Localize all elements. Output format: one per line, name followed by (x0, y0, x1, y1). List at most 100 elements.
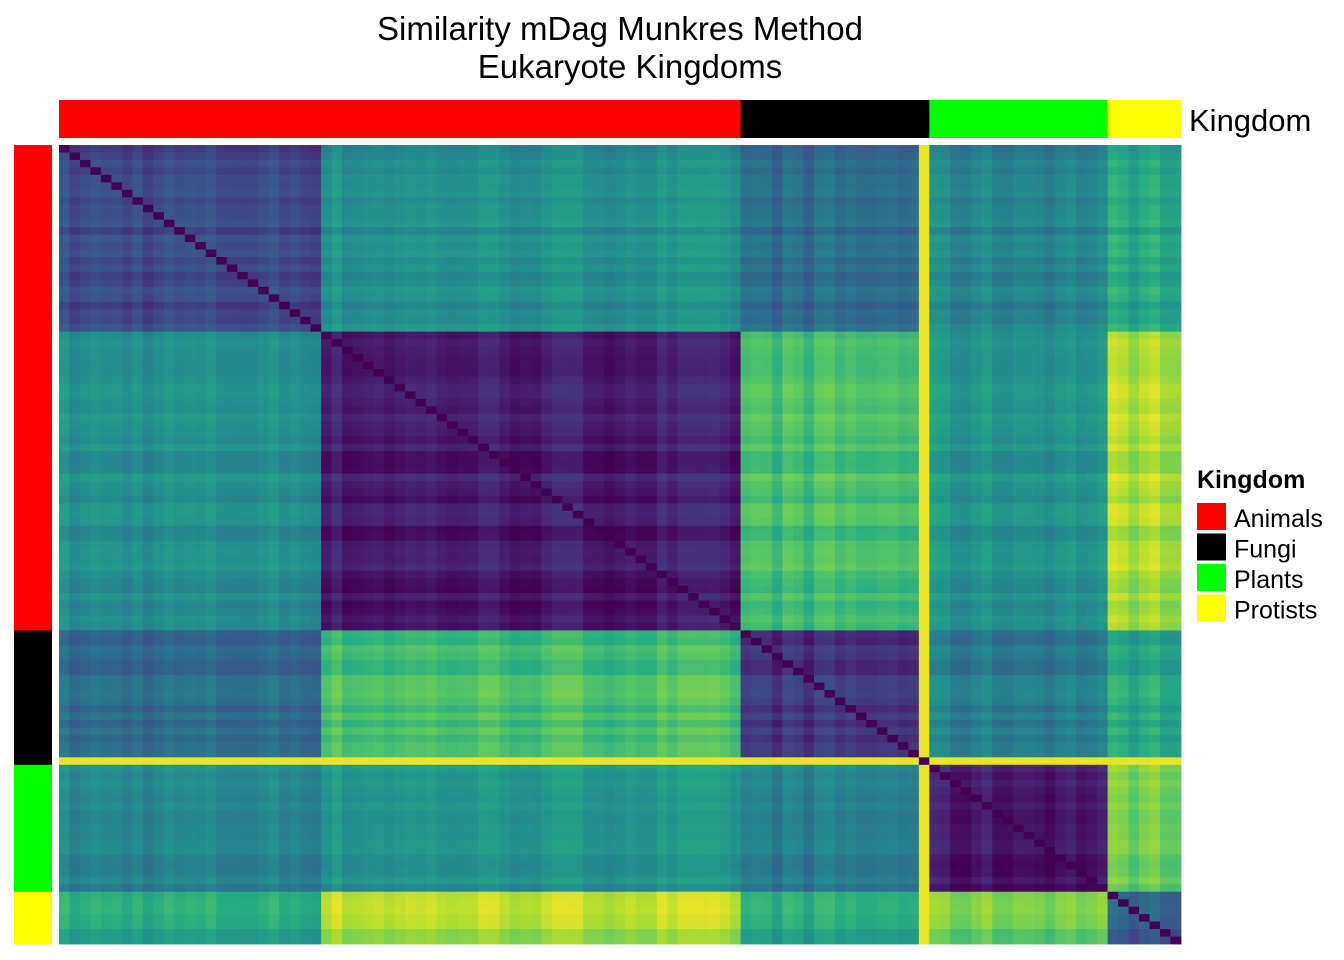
heatmap-cell (709, 362, 720, 370)
heatmap-cell (531, 272, 542, 280)
heatmap-cell (762, 175, 773, 183)
heatmap-cell (101, 399, 112, 407)
heatmap-cell (772, 197, 783, 205)
heatmap-cell (950, 279, 961, 287)
heatmap-cell (615, 399, 626, 407)
heatmap-cell (90, 309, 101, 317)
heatmap-cell (1045, 235, 1056, 243)
heatmap-cell (174, 167, 185, 175)
heatmap-cell (887, 384, 898, 392)
heatmap-cell (887, 399, 898, 407)
heatmap-cell (1150, 466, 1161, 474)
heatmap-cell (405, 205, 416, 213)
heatmap-cell (667, 339, 678, 347)
heatmap-cell (657, 369, 668, 377)
heatmap-cell (80, 317, 91, 325)
heatmap-cell (604, 339, 615, 347)
heatmap-cell (1045, 302, 1056, 310)
heatmap-cell (1150, 294, 1161, 302)
heatmap-cell (688, 302, 699, 310)
heatmap-cell (657, 235, 668, 243)
heatmap-cell (783, 235, 794, 243)
heatmap-cell (269, 197, 280, 205)
heatmap-cell (646, 406, 657, 414)
heatmap-cell (1129, 466, 1140, 474)
heatmap-cell (279, 272, 290, 280)
heatmap-cell (321, 489, 332, 497)
heatmap-cell (132, 444, 143, 452)
heatmap-cell (982, 429, 993, 437)
heatmap-cell (929, 190, 940, 198)
left-kingdom-annotation-bar (14, 145, 52, 945)
heatmap-cell (499, 399, 510, 407)
heatmap-cell (845, 182, 856, 190)
heatmap-cell (1108, 406, 1119, 414)
heatmap-cell (625, 459, 636, 467)
heatmap-cell (950, 220, 961, 228)
heatmap-cell (1066, 175, 1077, 183)
heatmap-cell (457, 376, 468, 384)
heatmap-cell (971, 429, 982, 437)
heatmap-cell (845, 324, 856, 332)
heatmap-cell (258, 474, 269, 482)
heatmap-cell (363, 220, 374, 228)
heatmap-cell (1024, 175, 1035, 183)
heatmap-cell (1087, 175, 1098, 183)
heatmap-cell (279, 384, 290, 392)
heatmap-cell (845, 459, 856, 467)
heatmap-cell (499, 197, 510, 205)
heatmap-cell (688, 384, 699, 392)
heatmap-cell (992, 376, 1003, 384)
heatmap-cell (499, 414, 510, 422)
heatmap-cell (101, 287, 112, 295)
heatmap-cell (332, 429, 343, 437)
heatmap-cell (227, 152, 238, 160)
heatmap-cell (1066, 287, 1077, 295)
heatmap-cell (657, 152, 668, 160)
heatmap-cell (1076, 391, 1087, 399)
heatmap-cell (416, 152, 427, 160)
heatmap-cell (824, 205, 835, 213)
heatmap-cell (992, 287, 1003, 295)
heatmap-cell (667, 384, 678, 392)
heatmap-cell (908, 175, 919, 183)
heatmap-cell (1108, 444, 1119, 452)
heatmap-cell (374, 451, 385, 459)
heatmap-cell (216, 227, 227, 235)
heatmap-cell (499, 145, 510, 153)
heatmap-cell (447, 354, 458, 362)
heatmap-cell (1150, 212, 1161, 220)
heatmap-cell (877, 272, 888, 280)
heatmap-cell (216, 444, 227, 452)
heatmap-cell (594, 384, 605, 392)
heatmap-cell (153, 242, 164, 250)
heatmap-cell (1034, 466, 1045, 474)
top-annotation-segment-fungi (741, 100, 930, 138)
heatmap-cell (279, 175, 290, 183)
heatmap-cell (248, 279, 259, 287)
heatmap-cell (311, 362, 322, 370)
heatmap-cell (426, 235, 437, 243)
heatmap-cell (929, 347, 940, 355)
heatmap-cell (804, 444, 815, 452)
heatmap-cell (269, 242, 280, 250)
heatmap-cell (1024, 354, 1035, 362)
heatmap-cell (730, 227, 741, 235)
heatmap-cell (929, 212, 940, 220)
heatmap-cell (824, 406, 835, 414)
heatmap-cell (510, 399, 521, 407)
heatmap-cell (300, 429, 311, 437)
heatmap-cell (395, 257, 406, 265)
heatmap-cell (405, 391, 416, 399)
heatmap-cell (269, 250, 280, 258)
heatmap-cell (1076, 459, 1087, 467)
heatmap-cell (143, 459, 154, 467)
heatmap-cell (762, 205, 773, 213)
heatmap-cell (804, 391, 815, 399)
heatmap-cell (824, 190, 835, 198)
heatmap-cell (416, 190, 427, 198)
heatmap-cell (499, 279, 510, 287)
heatmap-cell (583, 152, 594, 160)
heatmap-cell (772, 459, 783, 467)
heatmap-cell (835, 160, 846, 168)
